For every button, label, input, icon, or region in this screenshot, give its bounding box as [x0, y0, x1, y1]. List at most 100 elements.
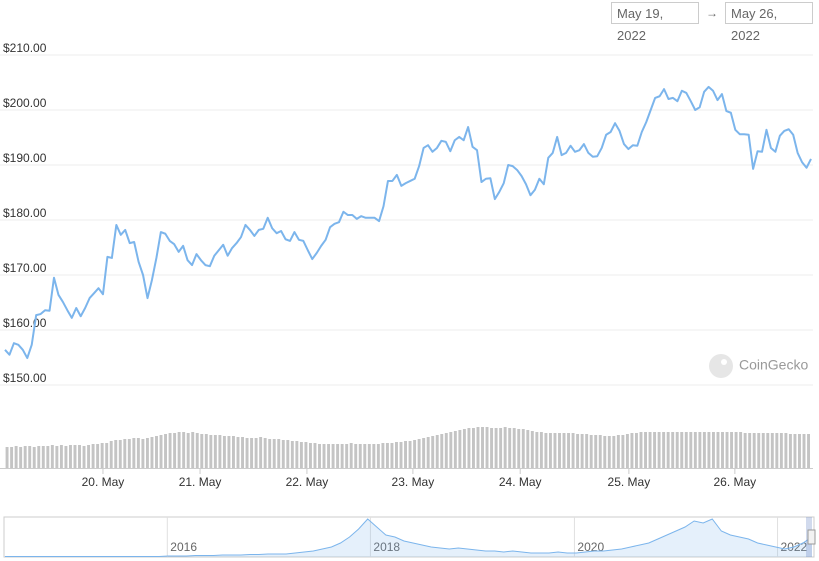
volume-bar	[68, 445, 72, 468]
volume-bar	[336, 444, 340, 468]
volume-bar	[471, 428, 475, 468]
volume-bar	[752, 433, 756, 468]
volume-bar	[114, 440, 118, 468]
volume-bar	[118, 440, 122, 468]
volume-bar	[440, 434, 444, 468]
volume-bar	[136, 438, 140, 468]
volume-bar	[363, 444, 367, 468]
volume-bar	[150, 437, 154, 468]
volume-bar	[272, 439, 276, 468]
volume-bar	[444, 433, 448, 468]
volume-bar	[467, 428, 471, 468]
date-to[interactable]: May 26, 2022	[725, 2, 813, 43]
volume-bar	[417, 439, 421, 468]
navigator-handle[interactable]	[807, 529, 816, 545]
volume-bar	[109, 441, 113, 468]
volume-bar	[481, 427, 484, 468]
volume-bar	[807, 434, 810, 468]
volume-bar	[539, 432, 543, 468]
volume-bar	[127, 439, 131, 468]
volume-bar	[277, 439, 281, 468]
x-tick-label: 25. May	[608, 475, 651, 489]
volume-bar	[213, 435, 217, 468]
y-tick-label: $180.00	[3, 206, 47, 220]
date-from[interactable]: May 19, 2022	[611, 2, 699, 43]
volume-bar	[521, 429, 525, 468]
volume-bar	[290, 441, 294, 468]
volume-bar	[37, 446, 41, 468]
volume-bar	[232, 436, 235, 468]
volume-bar	[657, 432, 661, 468]
volume-bar	[766, 433, 770, 468]
volume-bar	[598, 435, 602, 468]
volume-bar	[155, 436, 158, 468]
volume-bar	[580, 434, 584, 468]
volume-bar	[105, 443, 109, 468]
volume-bar	[141, 439, 145, 468]
y-tick-label: $150.00	[3, 371, 47, 385]
volume-bar	[354, 444, 358, 468]
volume-bar	[508, 428, 512, 468]
volume-bar	[725, 432, 729, 468]
x-tick-label: 26. May	[714, 475, 757, 489]
y-tick-label: $200.00	[3, 96, 47, 110]
navigator-tick-label: 2016	[170, 540, 197, 554]
volume-bar	[19, 447, 23, 468]
volume-bar	[304, 442, 308, 468]
price-line	[4, 85, 812, 360]
volume-bar	[635, 433, 638, 468]
volume-bar	[413, 440, 417, 468]
volume-bar	[485, 427, 489, 468]
volume-bar	[50, 445, 54, 468]
x-tick-label: 22. May	[286, 475, 329, 489]
x-tick-label: 24. May	[499, 475, 542, 489]
volume-bar	[558, 433, 561, 468]
navigator-tick-label: 2018	[373, 540, 400, 554]
volume-bar	[64, 446, 68, 468]
volume-bar	[603, 436, 607, 468]
volume-bar	[757, 433, 761, 468]
volume-bar	[263, 438, 267, 468]
volume-bar	[390, 443, 394, 468]
x-tick-label: 23. May	[392, 475, 435, 489]
volume-bar	[191, 432, 195, 468]
volume-bar	[32, 447, 36, 468]
volume-bar	[453, 431, 457, 468]
volume-bar	[46, 446, 50, 468]
volume-bar	[530, 431, 534, 468]
volume-bar	[145, 438, 149, 468]
volume-bar	[684, 432, 688, 468]
volume-bar	[748, 433, 752, 468]
watermark-icon	[709, 354, 733, 378]
volume-bar	[770, 433, 774, 468]
volume-bar	[612, 436, 616, 468]
volume-bar	[204, 434, 208, 468]
y-tick-label: $210.00	[3, 41, 47, 55]
volume-bar	[775, 433, 779, 468]
volume-bar	[625, 434, 629, 468]
volume-bar	[186, 433, 190, 468]
volume-bar	[462, 429, 466, 468]
volume-bar	[408, 441, 412, 468]
volume-bar	[639, 432, 643, 468]
volume-bar	[345, 444, 349, 468]
volume-bar	[798, 434, 801, 468]
volume-bar	[41, 446, 45, 468]
volume-bar	[82, 446, 86, 468]
volume-bar	[698, 432, 702, 468]
volume-bar	[675, 432, 679, 468]
volume-bar	[5, 447, 9, 468]
volume-bar	[132, 438, 136, 468]
volume-bar	[721, 432, 724, 468]
volume-bar	[553, 433, 557, 468]
volume-bar	[494, 428, 498, 468]
volume-bar	[426, 437, 430, 468]
volume-bar	[123, 439, 127, 468]
volume-bar	[250, 438, 254, 468]
volume-bar	[331, 444, 335, 468]
volume-bar	[286, 440, 290, 468]
volume-bar	[711, 432, 715, 468]
volume-bar	[449, 432, 453, 468]
volume-bar	[236, 437, 240, 468]
